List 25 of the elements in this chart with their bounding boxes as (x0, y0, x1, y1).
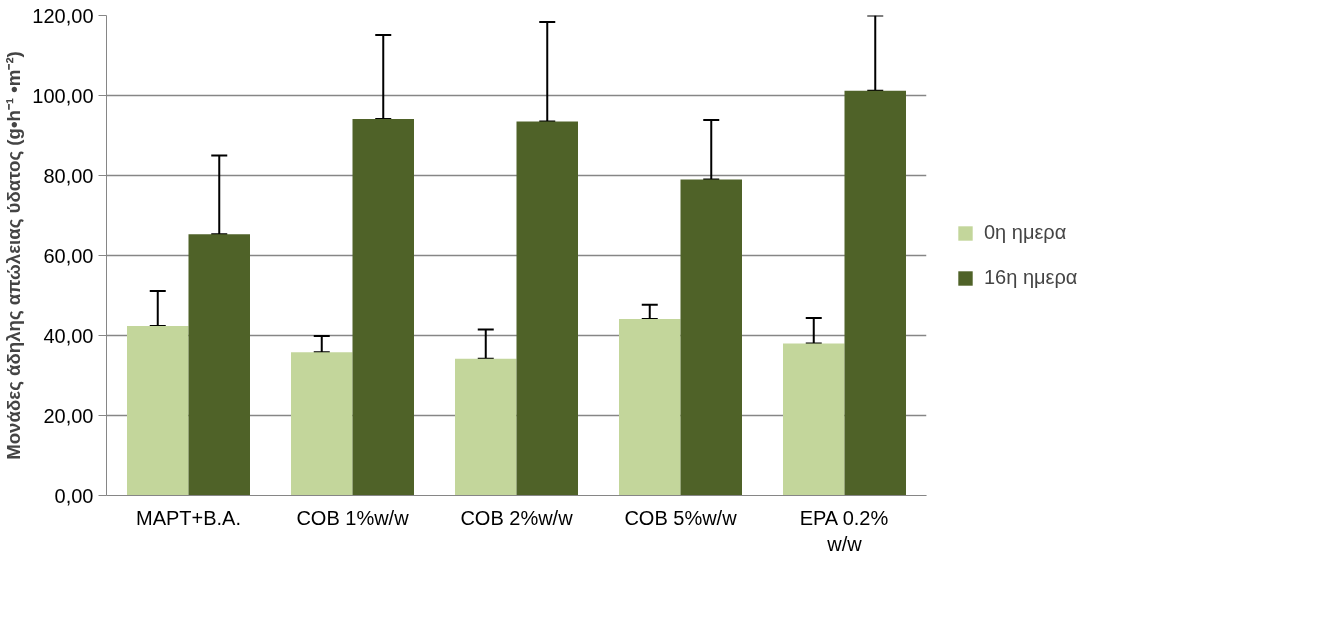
y-tick-label: 60,00 (43, 244, 94, 267)
x-tick-label: COB 2%w/w (460, 506, 574, 529)
y-tick-label: 120,00 (32, 4, 94, 27)
x-tick-label: MAPT+B.A. (135, 506, 242, 529)
y-tick-label: 20,00 (43, 404, 94, 427)
bar (352, 119, 414, 496)
y-tick-label: 100,00 (32, 84, 94, 107)
bar (127, 325, 189, 496)
x-tick-label: COB 1%w/w (296, 506, 410, 529)
y-tick-label: 40,00 (43, 324, 94, 347)
legend-label: 16η ημερα (984, 266, 1078, 289)
y-tick-label: 80,00 (43, 164, 94, 187)
bar (455, 358, 517, 496)
bar (188, 234, 250, 496)
bar (783, 343, 845, 496)
y-tick-label: 0,00 (54, 484, 94, 507)
bar (844, 90, 906, 496)
legend-label: 0η ημερα (984, 221, 1067, 244)
x-tick-label: EPA 0.2% w/w (799, 506, 889, 555)
x-tick-label: COB 5%w/w (624, 506, 738, 529)
bar (619, 319, 681, 496)
bar (516, 121, 578, 496)
y-axis-title: Μονάδες άδηλης απώλειας ύδατος (g•h⁻¹ •m⁻²) (3, 51, 25, 460)
bar (291, 352, 353, 496)
bar (680, 179, 742, 496)
